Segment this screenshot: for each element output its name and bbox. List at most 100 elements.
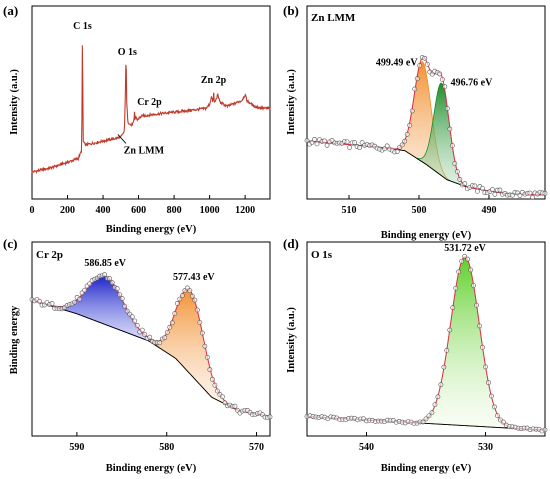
data-point: [489, 393, 494, 399]
x-tick-label-p2: 570: [249, 442, 264, 453]
data-point: [209, 376, 215, 382]
data-point: [447, 327, 453, 333]
data-point: [422, 55, 428, 61]
x-axis-label-d: Binding energy (eV): [381, 463, 472, 474]
data-point: [432, 402, 438, 408]
data-point: [438, 382, 444, 388]
data-point: [179, 293, 185, 298]
data-point: [72, 299, 77, 305]
peak-annotations-a: C 1s O 1s Cr 2p Zn LMM Zn 2p: [73, 21, 226, 156]
panel-title-b: Zn LMM: [311, 12, 356, 24]
data-point: [542, 427, 548, 433]
data-point: [474, 302, 479, 308]
data-point: [207, 367, 213, 373]
data-point: [384, 143, 390, 149]
data-point: [399, 142, 405, 148]
data-point: [77, 296, 82, 302]
data-point: [322, 138, 327, 144]
x-ticks-a: 0 200 400 600 800 1000 1200: [30, 195, 255, 216]
data-point: [530, 195, 535, 200]
data-point: [82, 287, 88, 293]
data-point: [517, 193, 523, 198]
data-point: [162, 335, 168, 341]
data-point: [457, 177, 463, 182]
fit-components-c: [29, 272, 273, 420]
y-axis-label-c: Binding energy: [9, 305, 20, 374]
data-point: [447, 126, 453, 132]
data-point: [453, 285, 459, 291]
x-tick-label-a: 400: [96, 205, 111, 216]
x-axis-label-a: Binding energy (eV): [106, 224, 197, 235]
data-point: [429, 410, 435, 416]
data-point: [452, 161, 458, 166]
data-point: [474, 188, 480, 194]
x-tick-label-p3: 540: [359, 442, 374, 453]
data-point: [187, 288, 193, 294]
data-point: [444, 348, 450, 353]
data-point: [402, 138, 408, 144]
data-point: [132, 318, 138, 324]
data-point: [414, 76, 420, 82]
data-point: [407, 122, 413, 128]
data-point: [465, 256, 471, 262]
data-point: [194, 307, 200, 313]
panel-d-o-1s: (d) O 1s 540 530 531.72 eV Binding energy…: [283, 236, 548, 474]
plot-frame-c: [31, 241, 271, 437]
x-tick-label-a: 200: [60, 205, 75, 216]
data-point: [424, 61, 430, 67]
panel-title-d: O 1s: [311, 249, 333, 261]
peak-value-label: 531.72 eV: [444, 243, 486, 254]
data-point: [172, 311, 178, 316]
data-point: [489, 187, 495, 192]
data-point: [412, 86, 418, 92]
data-point: [142, 332, 148, 337]
data-point: [462, 181, 468, 186]
data-point: [500, 419, 506, 425]
data-point: [219, 394, 225, 400]
data-point: [87, 281, 93, 287]
plot-frame-a: [31, 5, 271, 200]
x-tick-label-a: 0: [30, 205, 35, 216]
data-point: [344, 139, 350, 145]
fit-envelope: [31, 274, 271, 418]
data-point: [147, 334, 153, 340]
peak-label-a: Zn LMM: [124, 145, 165, 156]
x-ticks-c: 590 580 570: [69, 432, 264, 453]
plot-frame-d: [306, 241, 546, 437]
peak-label-a: C 1s: [73, 21, 92, 32]
data-point: [177, 296, 183, 302]
data-point: [462, 253, 468, 259]
fit-components-b: [304, 55, 548, 200]
data-point: [124, 308, 130, 314]
data-point: [459, 258, 465, 264]
data-point: [222, 400, 228, 406]
data-point: [454, 169, 460, 174]
data-point: [202, 343, 208, 349]
x-ticks-b: 510 500 490: [342, 195, 497, 216]
panel-label-a: (a): [3, 3, 18, 18]
data-point: [102, 272, 108, 277]
data-point: [312, 136, 317, 142]
data-point: [304, 138, 310, 143]
y-axis-label-d: Intensity (a.u.): [286, 307, 297, 373]
data-point: [483, 364, 488, 370]
data-point: [417, 63, 423, 68]
data-point: [37, 298, 42, 304]
data-point: [157, 340, 163, 346]
data-point: [139, 327, 145, 333]
data-point: [214, 388, 220, 394]
peak-annotations-d: 531.72 eV: [444, 243, 486, 254]
fit-envelope: [306, 256, 546, 431]
data-point: [314, 141, 320, 147]
data-point: [394, 149, 400, 155]
data-point: [492, 404, 497, 410]
data-point: [189, 293, 195, 299]
data-point: [479, 185, 485, 191]
data-point: [117, 292, 123, 298]
x-tick-label-a: 800: [167, 205, 182, 216]
peak-label-a: O 1s: [118, 47, 137, 58]
panel-c-cr-2p: (c) Cr 2p 590 580 570 586.85 eV 577.43 eV B…: [3, 236, 273, 474]
x-tick-label-p2: 590: [69, 442, 84, 453]
x-tick-label-p1: 490: [482, 205, 497, 216]
data-point: [480, 344, 485, 350]
